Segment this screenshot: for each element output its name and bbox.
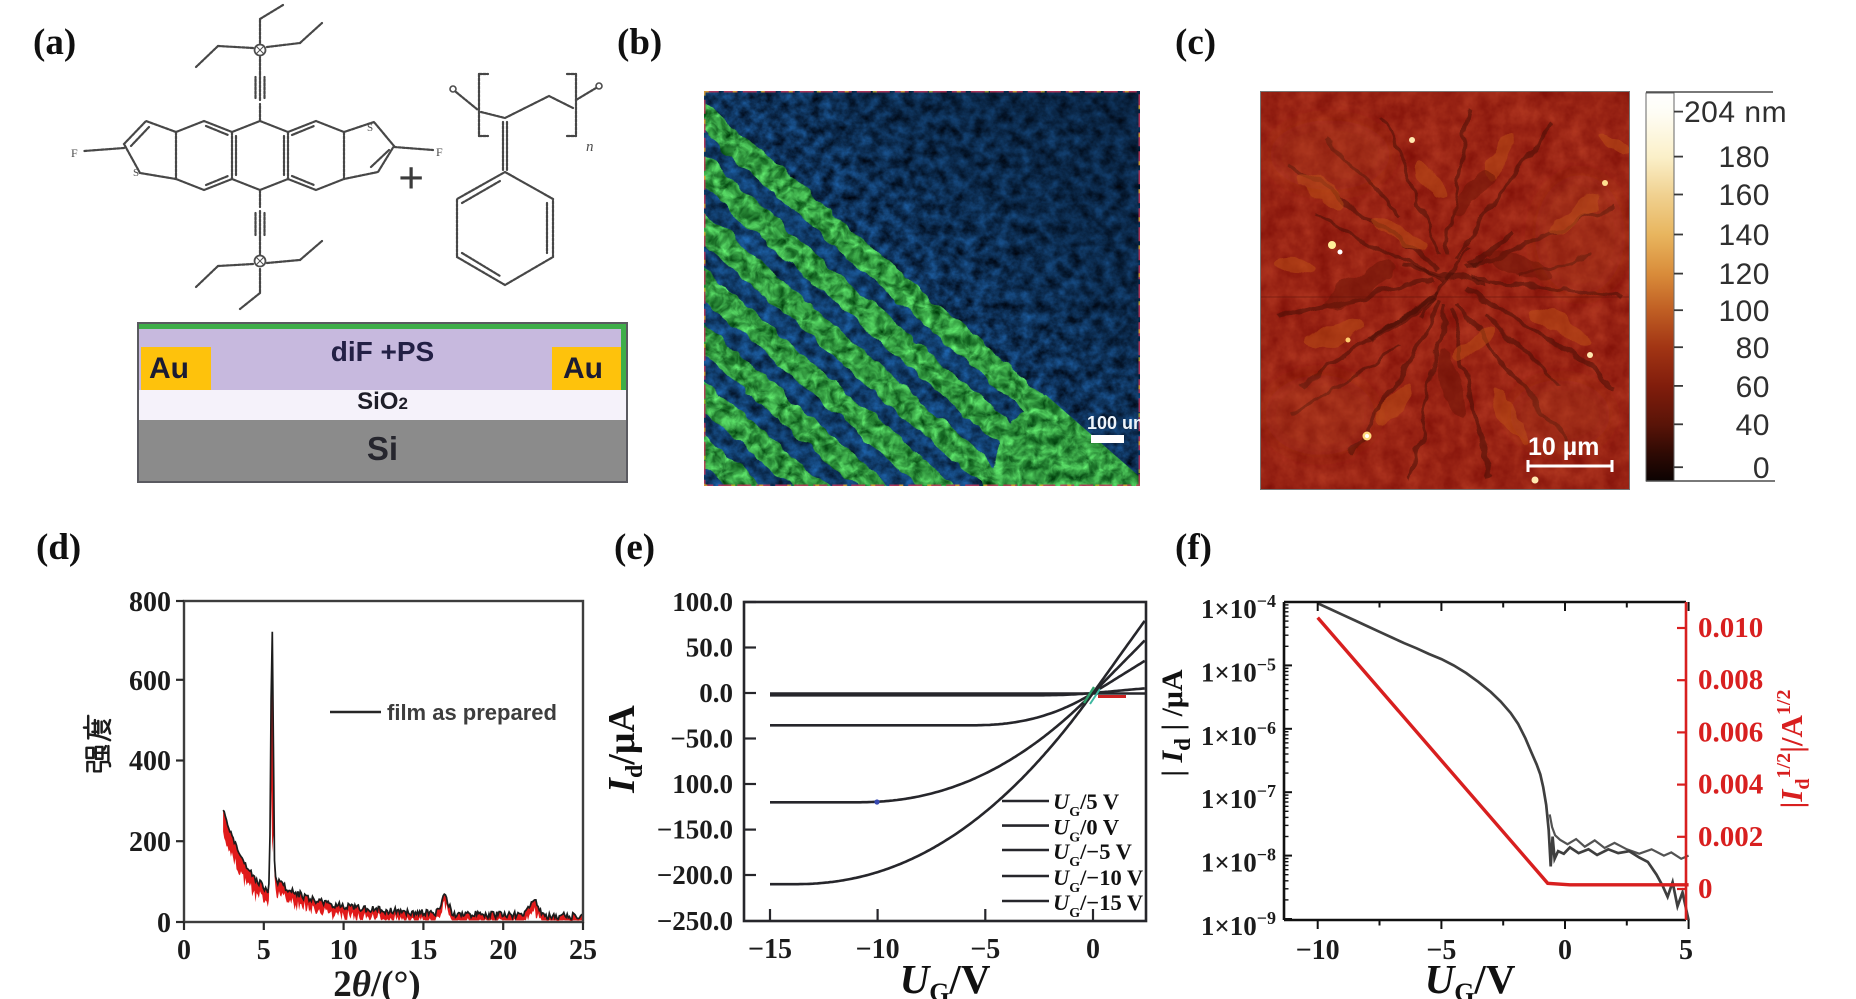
svg-text:UG/5 V: UG/5 V <box>1053 789 1119 820</box>
svg-text:100.0: 100.0 <box>672 769 733 799</box>
svg-text:10: 10 <box>330 935 358 966</box>
svg-text:1×10−6: 1×10−6 <box>1201 718 1276 751</box>
svg-text:UG/V: UG/V <box>1425 956 1516 999</box>
svg-text:UG/−10 V: UG/−10 V <box>1053 865 1143 896</box>
svg-text:−10: −10 <box>1296 935 1340 966</box>
svg-text:20: 20 <box>489 935 517 966</box>
svg-text:| Id | /μA: | Id | /μA <box>1156 669 1195 777</box>
svg-text:25: 25 <box>569 935 597 966</box>
svg-text:−10: −10 <box>856 934 900 965</box>
svg-text:0.010: 0.010 <box>1698 612 1763 644</box>
svg-text:60: 60 <box>1736 371 1770 404</box>
svg-text:UG/−5 V: UG/−5 V <box>1053 839 1132 870</box>
svg-text:0: 0 <box>1558 935 1572 966</box>
svg-text:180: 180 <box>1718 141 1770 174</box>
svg-text:5: 5 <box>1679 935 1693 966</box>
svg-text:S: S <box>367 122 373 134</box>
svg-text:0.0: 0.0 <box>699 678 733 708</box>
svg-text:1×10−5: 1×10−5 <box>1201 654 1276 687</box>
svg-text:−5: −5 <box>970 934 1000 965</box>
svg-text:0: 0 <box>1086 934 1100 965</box>
svg-text:0.008: 0.008 <box>1698 664 1763 696</box>
svg-text:40: 40 <box>1736 409 1770 442</box>
svg-text:200: 200 <box>129 827 171 858</box>
svg-text:0.006: 0.006 <box>1698 716 1763 748</box>
svg-text:80: 80 <box>1736 332 1770 365</box>
svg-text:−200.0: −200.0 <box>657 860 733 890</box>
svg-text:−15: −15 <box>748 934 792 965</box>
svg-text:film as prepared: film as prepared <box>387 700 557 725</box>
svg-text:15: 15 <box>409 935 437 966</box>
svg-text:−5: −5 <box>1426 935 1456 966</box>
svg-text:600: 600 <box>129 666 171 697</box>
svg-text:0.004: 0.004 <box>1698 769 1763 801</box>
svg-text:0.002: 0.002 <box>1698 821 1763 853</box>
svg-text:100: 100 <box>1718 295 1770 328</box>
svg-text:50.0: 50.0 <box>686 633 733 663</box>
svg-text:1×10−4: 1×10−4 <box>1201 591 1276 624</box>
svg-text:0: 0 <box>157 908 171 939</box>
svg-text:100.0: 100.0 <box>672 587 733 617</box>
svg-text:−50.0: −50.0 <box>670 724 733 754</box>
svg-text:800: 800 <box>129 587 171 618</box>
svg-text:0: 0 <box>1753 452 1770 485</box>
svg-text:5: 5 <box>257 935 271 966</box>
svg-text:160: 160 <box>1718 179 1770 212</box>
svg-text:120: 120 <box>1718 258 1770 291</box>
svg-text:204 nm: 204 nm <box>1684 96 1787 129</box>
svg-text:1×10−7: 1×10−7 <box>1201 781 1276 814</box>
svg-text:2θ/(°): 2θ/(°) <box>333 964 420 999</box>
svg-text:140: 140 <box>1718 219 1770 252</box>
svg-text:UG/0 V: UG/0 V <box>1053 815 1119 846</box>
svg-text:100 um: 100 um <box>1087 413 1140 433</box>
svg-text:1×10−8: 1×10−8 <box>1201 845 1276 878</box>
svg-text:10 µm: 10 µm <box>1528 433 1599 461</box>
svg-text:UG/V: UG/V <box>900 956 991 999</box>
svg-text:+: + <box>398 152 424 203</box>
svg-text:F: F <box>71 146 78 160</box>
svg-text:400: 400 <box>129 746 171 777</box>
svg-text:0: 0 <box>1698 873 1713 905</box>
svg-text:0: 0 <box>177 935 191 966</box>
svg-text:S: S <box>133 167 139 179</box>
svg-text:|Id1/2|/A1/2: |Id1/2|/A1/2 <box>1773 690 1814 809</box>
svg-text:UG/−15 V: UG/−15 V <box>1053 890 1143 921</box>
svg-text:−250.0: −250.0 <box>657 906 733 936</box>
svg-text:F: F <box>436 145 443 159</box>
svg-text:−150.0: −150.0 <box>657 815 733 845</box>
svg-text:1×10−9: 1×10−9 <box>1201 908 1276 941</box>
svg-text:Id/μA: Id/μA <box>601 705 648 794</box>
svg-text:n: n <box>586 139 594 155</box>
